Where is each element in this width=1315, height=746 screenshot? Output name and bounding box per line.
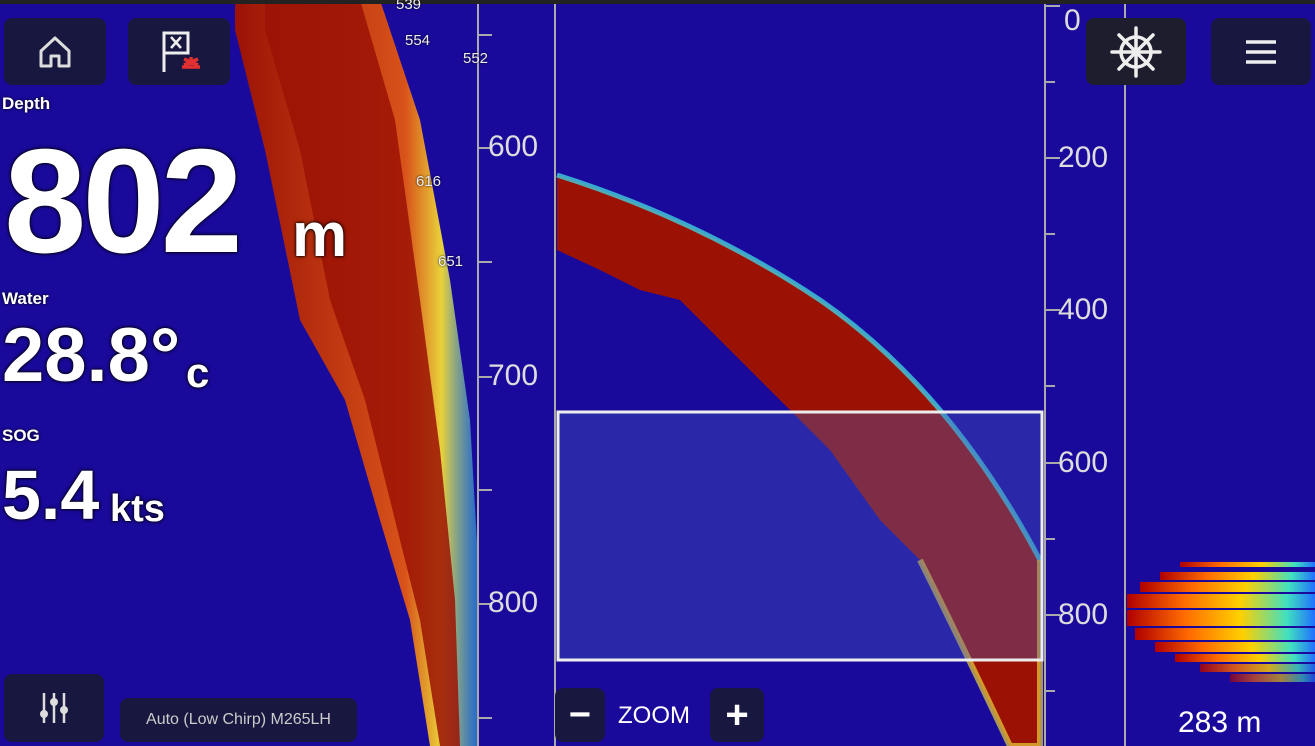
zoom-echo	[557, 175, 1040, 746]
zoom-scale-label: 800	[1058, 598, 1109, 631]
helm-button[interactable]	[1086, 18, 1186, 85]
water-temp-label: Water	[2, 289, 49, 308]
zoom-scale-label: 400	[1058, 293, 1109, 326]
scale-ticks	[478, 5, 1060, 719]
zoom-in-button[interactable]: +	[710, 688, 764, 742]
a-scope-bars	[1127, 562, 1315, 682]
menu-button[interactable]	[1211, 18, 1311, 85]
sonar-mode-badge[interactable]: Auto (Low Chirp) M265LH	[120, 698, 357, 742]
sog-label: SOG	[2, 426, 40, 445]
depth-mark: 651	[438, 253, 464, 270]
zoom-scale-label: 200	[1058, 141, 1109, 174]
depth-label: Depth	[2, 94, 51, 113]
a-scope-depth: 283 m	[1178, 706, 1262, 739]
sog-value: 5.4	[2, 456, 100, 534]
sonar-settings-button[interactable]	[4, 674, 104, 742]
sliders-icon	[40, 693, 68, 723]
depth-mark: 554	[405, 32, 431, 49]
zoom-window	[556, 410, 1044, 662]
home-button[interactable]	[4, 18, 106, 85]
history-scale-label: 600	[488, 130, 539, 163]
water-temp-value: 28.8°	[2, 313, 181, 398]
sog-unit: kts	[110, 488, 165, 530]
water-temp-unit: c	[186, 349, 210, 396]
waypoint-flag-icon	[162, 31, 200, 72]
top-border	[0, 0, 1315, 4]
zoom-out-button[interactable]: −	[555, 688, 605, 742]
zoom-label: ZOOM	[618, 702, 690, 729]
depth-mark: 552	[463, 50, 489, 67]
depth-value: 802	[4, 119, 243, 284]
depth-mark: 539	[396, 0, 422, 13]
waypoint-button[interactable]	[128, 18, 230, 85]
zoom-scale-label: 600	[1058, 446, 1109, 479]
history-scale-label: 700	[488, 359, 539, 392]
depth-mark: 616	[416, 173, 442, 190]
home-icon	[39, 36, 71, 67]
history-echo-core	[265, 0, 460, 746]
zoom-scale-label: 0	[1064, 4, 1081, 37]
ships-wheel-icon	[1110, 25, 1162, 78]
hamburger-menu-icon	[1246, 39, 1276, 64]
depth-unit: m	[292, 201, 348, 270]
history-scale-label: 800	[488, 586, 539, 619]
zoom-echo-edge	[556, 172, 1043, 562]
